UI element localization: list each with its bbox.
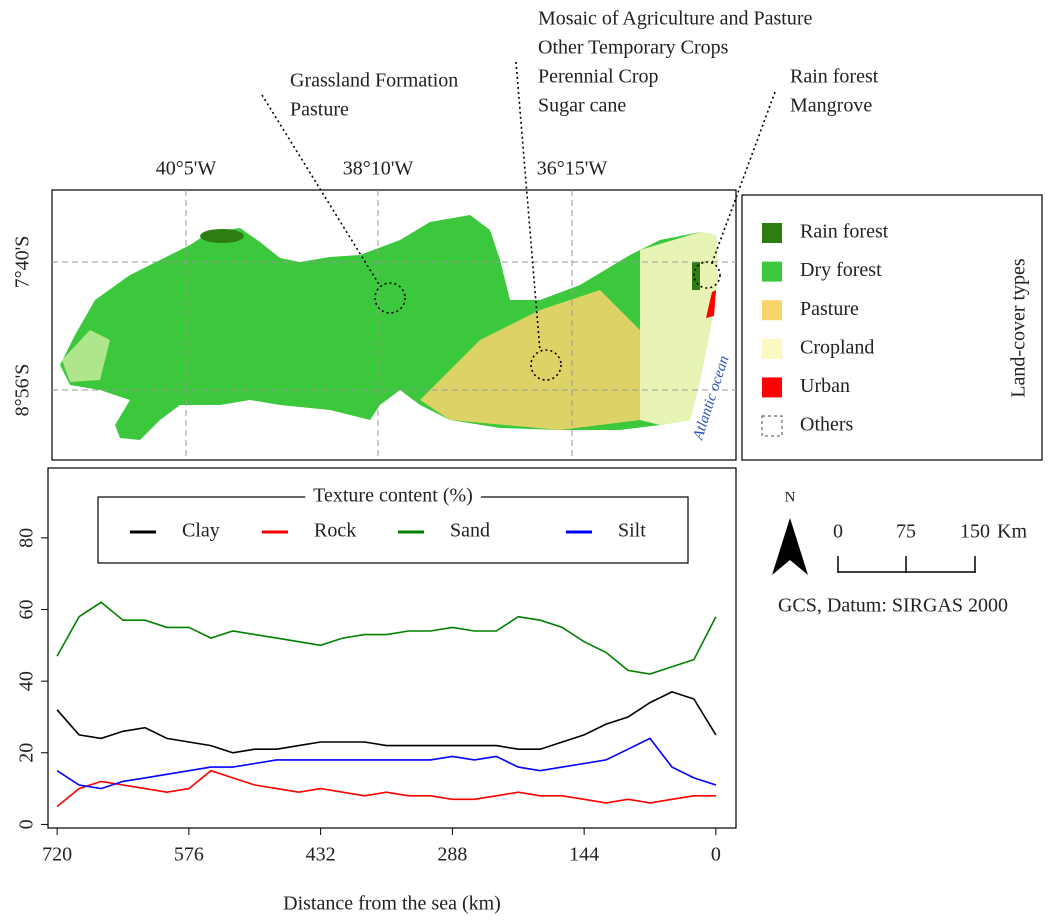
longitude-label: 38°10'W <box>343 158 414 180</box>
legend-swatch <box>762 416 782 436</box>
legend-label: Clay <box>182 520 220 542</box>
legend-label: Silt <box>618 520 646 542</box>
y-tick-label: 80 <box>16 528 38 548</box>
latitude-label: 8°56'S <box>12 364 34 417</box>
map-rainforest-patch <box>200 229 244 243</box>
legend-label: Rock <box>314 520 356 542</box>
x-tick-label: 432 <box>306 844 336 866</box>
scale-label: 150 <box>960 521 990 543</box>
longitude-label: 36°15'W <box>537 158 608 180</box>
north-arrow <box>772 518 808 575</box>
map-legend-frame <box>742 195 1042 460</box>
y-tick-label: 60 <box>16 599 38 619</box>
x-tick-label: 576 <box>174 844 204 866</box>
scale-bar <box>838 556 975 573</box>
map-legend-title: Land-cover types <box>1008 258 1030 398</box>
figure: 40°5'W 38°10'W 36°15'W 7°40'S 8°56'S Atl… <box>0 0 1048 920</box>
legend-label: Others <box>800 414 854 436</box>
legend-label: Pasture <box>800 298 859 320</box>
x-tick-label: 720 <box>42 844 72 866</box>
legend-label: Rain forest <box>800 221 889 243</box>
annotation: Sugar cane <box>538 95 626 117</box>
legend-swatch <box>762 339 782 359</box>
x-axis-label: Distance from the sea (km) <box>283 893 501 915</box>
y-tick-label: 40 <box>16 671 38 691</box>
legend-swatch <box>762 377 782 397</box>
map-legend: Rain forest Dry forest Pasture Cropland Urba… <box>762 221 889 436</box>
legend-label: Sand <box>450 520 490 542</box>
y-tick-label: 20 <box>16 743 38 763</box>
legend-swatch <box>762 262 782 282</box>
legend-swatch <box>762 223 782 243</box>
chart-legend-title: Texture content (%) <box>313 485 473 507</box>
annotation: Rain forest <box>790 66 879 88</box>
longitude-label: 40°5'W <box>156 158 217 180</box>
annotation: Other Temporary Crops <box>538 37 729 59</box>
legend-label: Cropland <box>800 336 874 358</box>
annotation: Grassland Formation <box>290 70 458 92</box>
latitude-label: 7°40'S <box>12 236 34 289</box>
annotation: Mosaic of Agriculture and Pasture <box>538 8 812 30</box>
scale-unit: Km <box>997 521 1027 543</box>
legend-label: Dry forest <box>800 259 882 281</box>
north-label: N <box>785 489 796 505</box>
x-tick-label: 288 <box>437 844 467 866</box>
x-tick-label: 144 <box>569 844 599 866</box>
legend-swatch <box>762 300 782 320</box>
x-tick-label: 0 <box>711 844 721 866</box>
legend-label: Urban <box>800 375 850 397</box>
series-line <box>57 602 716 674</box>
series-line <box>57 692 716 753</box>
annotation: Perennial Crop <box>538 66 659 88</box>
y-tick-label: 0 <box>16 819 38 829</box>
annotation: Mangrove <box>790 95 872 117</box>
map-rainforest-patch <box>692 262 700 290</box>
annotation: Pasture <box>290 99 349 121</box>
scale-label: 75 <box>896 521 916 543</box>
datum-label: GCS, Datum: SIRGAS 2000 <box>778 595 1008 617</box>
scale-label: 0 <box>833 521 843 543</box>
